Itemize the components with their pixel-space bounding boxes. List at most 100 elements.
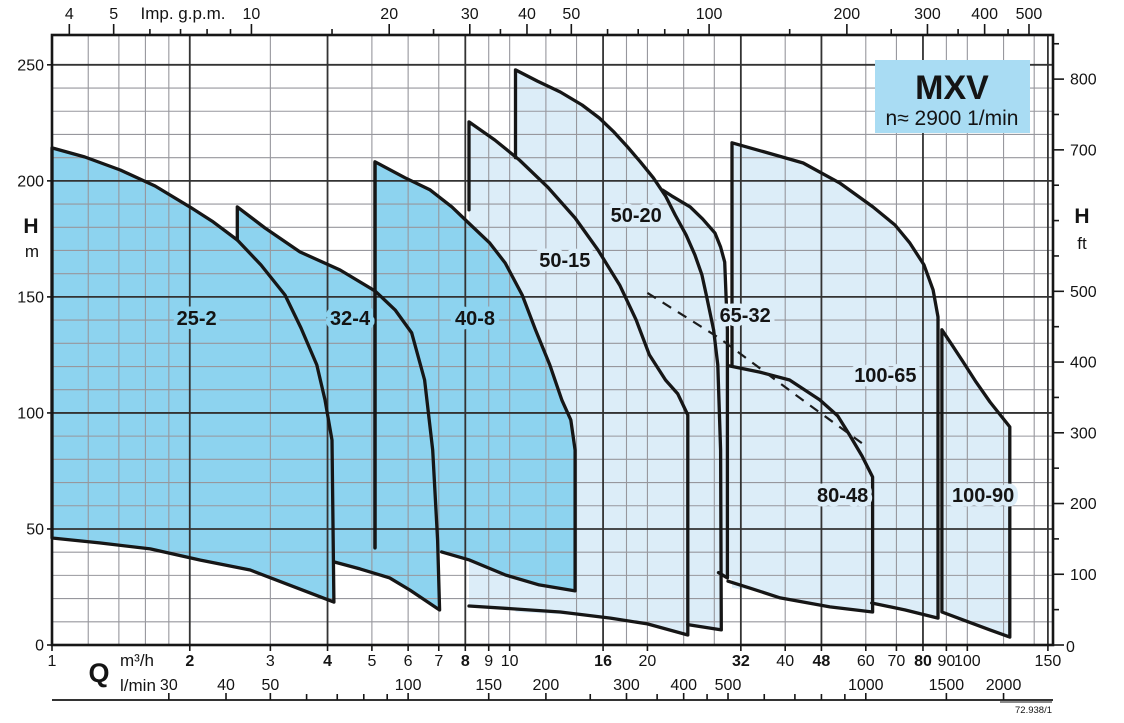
axis-tick-label: 40 bbox=[518, 6, 536, 23]
axis-tick-label: 500 bbox=[715, 677, 742, 694]
axis-tick-label: 300 bbox=[914, 6, 941, 23]
axis-tick-label: 400 bbox=[1070, 355, 1097, 372]
axis-tick-label: 10 bbox=[243, 6, 261, 23]
region-label-100-65: 100-65 bbox=[854, 365, 916, 387]
legend-model-name: MXV bbox=[915, 69, 989, 107]
axis-tick-label: 250 bbox=[17, 57, 44, 74]
axis-tick-label: 100 bbox=[395, 677, 422, 694]
region-label-100-90: 100-90 bbox=[952, 485, 1014, 507]
gridlines-layer bbox=[51, 35, 1053, 646]
region-curve-80-48 bbox=[726, 363, 875, 614]
region-label-40-8: 40-8 bbox=[455, 308, 495, 330]
axis-tick-label: 6 bbox=[404, 653, 413, 670]
axes-ticks-layer: 4 5 10 20 30 40 50 100 200 300 400 5000501001502002… bbox=[17, 6, 1097, 701]
axis-tick-label: 90 bbox=[937, 653, 955, 670]
axis-tick-label: 300 bbox=[1070, 425, 1097, 442]
axis-tick-label: 50 bbox=[26, 521, 44, 538]
legend-speed: n≈ 2900 1/min bbox=[886, 107, 1019, 130]
left-axis-letter: H bbox=[23, 215, 38, 238]
top-axis-title: Imp. g.p.m. bbox=[140, 4, 225, 23]
region-curve-100-90 bbox=[940, 328, 1012, 639]
region-fill-25-2 bbox=[52, 147, 334, 603]
axis-tick-label: 300 bbox=[613, 677, 640, 694]
axis-tick-label: 4 bbox=[65, 6, 74, 23]
footnote: 72.938/1 bbox=[1000, 701, 1052, 716]
axis-tick-label: 40 bbox=[217, 677, 235, 694]
axis-tick-label: 100 bbox=[696, 6, 723, 23]
bottom-axis-unit-lmin: l/min bbox=[120, 676, 156, 695]
right-axis-letter: H bbox=[1074, 205, 1089, 228]
region-label-50-20: 50-20 bbox=[611, 205, 662, 227]
region-label-80-48: 80-48 bbox=[817, 485, 868, 507]
axis-tick-label: 200 bbox=[533, 677, 560, 694]
axis-tick-label: 70 bbox=[888, 653, 906, 670]
region-curve-25-2 bbox=[50, 146, 336, 604]
axis-tick-label: 0 bbox=[1066, 639, 1075, 656]
axis-tick-label: 8 bbox=[461, 653, 470, 670]
axis-tick-label: 200 bbox=[834, 6, 861, 23]
axis-tick-label: 500 bbox=[1070, 284, 1097, 301]
region-labels-layer: 100-90 100-65 80-48 65-32 50-20 50-15 40-8 32-4… bbox=[172, 200, 1019, 511]
axis-tick-label: 400 bbox=[971, 6, 998, 23]
axis-tick-label: 1 bbox=[48, 653, 57, 670]
axis-tick-label: 9 bbox=[484, 653, 493, 670]
axis-tick-label: 60 bbox=[857, 653, 875, 670]
region-fill-100-90 bbox=[941, 329, 1010, 638]
axis-tick-label: 150 bbox=[1035, 653, 1062, 670]
legend-box: MXV n≈ 2900 1/min bbox=[875, 60, 1030, 133]
axis-tick-label: 32 bbox=[732, 653, 750, 670]
region-label-50-15: 50-15 bbox=[539, 250, 590, 272]
footnote-text: 72.938/1 bbox=[1015, 705, 1052, 716]
region-fill-80-48 bbox=[722, 364, 873, 612]
axis-tick-label: 5 bbox=[109, 6, 118, 23]
axis-tick-label: 1500 bbox=[929, 677, 965, 694]
axis-tick-label: 2 bbox=[185, 653, 194, 670]
region-label-25-2: 25-2 bbox=[177, 308, 217, 330]
axis-tick-label: 30 bbox=[461, 6, 479, 23]
axis-tick-label: 500 bbox=[1016, 6, 1043, 23]
region-curve-65-32 bbox=[661, 188, 730, 580]
axis-tick-label: 7 bbox=[434, 653, 443, 670]
axis-tick-label: 50 bbox=[261, 677, 279, 694]
axis-tick-label: 20 bbox=[380, 6, 398, 23]
region-curve-32-4 bbox=[235, 205, 442, 612]
axis-tick-label: 800 bbox=[1070, 72, 1097, 89]
axis-tick-label: 16 bbox=[594, 653, 612, 670]
region-curve-40-8 bbox=[373, 160, 577, 593]
axis-tick-label: 200 bbox=[1070, 496, 1097, 513]
axis-tick-label: 30 bbox=[160, 677, 178, 694]
plot-border bbox=[50, 33, 1055, 647]
axis-tick-label: 100 bbox=[954, 653, 981, 670]
axis-tick-label: 0 bbox=[35, 638, 44, 655]
axis-tick-label: 10 bbox=[501, 653, 519, 670]
region-label-65-32: 65-32 bbox=[720, 305, 771, 327]
region-fills-layer bbox=[52, 69, 1010, 638]
bottom-axis-unit-m3h: m³/h bbox=[120, 651, 154, 670]
region-curves-layer bbox=[50, 68, 1012, 639]
axis-tick-label: 150 bbox=[17, 289, 44, 306]
region-curve-100-65 bbox=[730, 141, 940, 620]
right-axis-unit: ft bbox=[1077, 234, 1087, 253]
bottom-axis-letter: Q bbox=[88, 658, 109, 688]
axis-tick-label: 700 bbox=[1070, 142, 1097, 159]
region-curve-50-15 bbox=[467, 120, 690, 637]
axis-tick-label: 20 bbox=[639, 653, 657, 670]
axis-tick-label: 100 bbox=[1070, 567, 1097, 584]
axis-tick-label: 40 bbox=[776, 653, 794, 670]
axis-tick-label: 150 bbox=[475, 677, 502, 694]
axis-tick-label: 200 bbox=[17, 173, 44, 190]
region-curve-50-20 bbox=[513, 68, 723, 632]
region-label-32-4: 32-4 bbox=[330, 308, 371, 330]
dashed-guide-line bbox=[646, 291, 869, 449]
axis-tick-label: 1000 bbox=[848, 677, 884, 694]
legend-background bbox=[875, 60, 1030, 133]
axis-tick-label: 100 bbox=[17, 405, 44, 422]
axis-tick-label: 50 bbox=[562, 6, 580, 23]
annotations-layer bbox=[373, 161, 869, 548]
axis-tick-label: 400 bbox=[670, 677, 697, 694]
axis-tick-label: 48 bbox=[813, 653, 831, 670]
axis-tick-label: 4 bbox=[323, 653, 332, 670]
axis-tick-label: 5 bbox=[367, 653, 376, 670]
